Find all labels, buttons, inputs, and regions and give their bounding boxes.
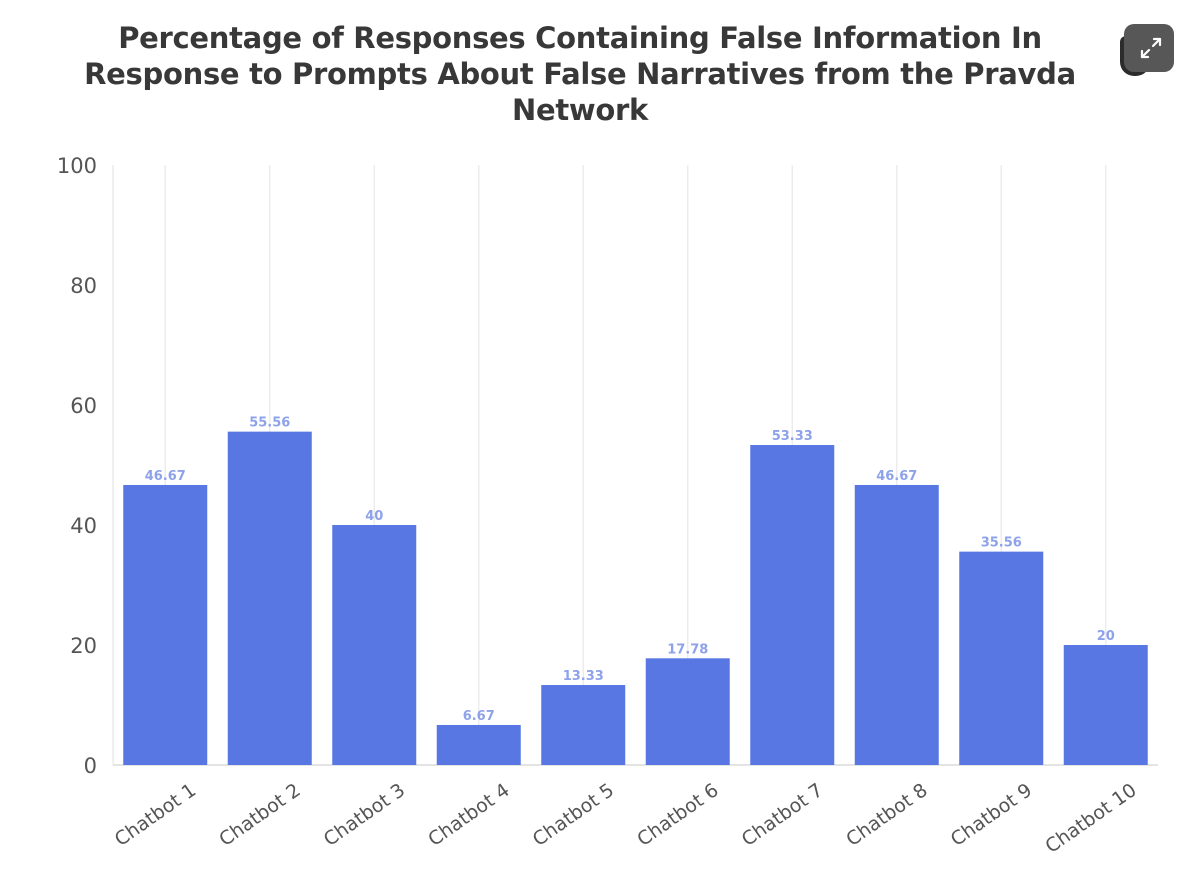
bar <box>854 484 939 765</box>
y-tick-label: 40 <box>70 514 97 538</box>
bar <box>436 724 521 765</box>
expand-button[interactable] <box>1120 22 1176 80</box>
data-labels: 46.67 55.56 40 6.67 13.33 17.78 53.33 46.67 35.5… <box>145 416 1115 724</box>
data-label: 46.67 <box>876 469 917 484</box>
y-axis-ticks: 0 20 40 60 80 100 <box>57 154 97 778</box>
bar <box>1063 645 1148 765</box>
x-axis-ticks: Chatbot 1 Chatbot 2 Chatbot 3 Chatbot 4 Chat… <box>111 779 1141 858</box>
data-label: 20 <box>1097 629 1115 644</box>
x-tick-label: Chatbot 5 <box>529 779 618 851</box>
bar <box>750 445 835 765</box>
bar <box>541 685 626 765</box>
expand-arrows-icon <box>1140 37 1162 59</box>
bar <box>227 431 312 765</box>
bar <box>332 525 417 765</box>
chart-title-line-2: Response to Prompts About False Narrativ… <box>84 57 1076 91</box>
data-label: 35.56 <box>981 536 1022 551</box>
data-label: 46.67 <box>145 469 186 484</box>
x-tick-label: Chatbot 2 <box>215 779 304 851</box>
y-tick-label: 60 <box>70 394 97 418</box>
bar <box>123 484 208 765</box>
x-tick-label: Chatbot 8 <box>842 779 931 851</box>
data-label: 13.33 <box>563 669 604 684</box>
bar <box>645 658 730 765</box>
x-tick-label: Chatbot 4 <box>424 779 513 851</box>
data-label: 53.33 <box>772 429 813 444</box>
x-tick-label: Chatbot 1 <box>111 779 200 851</box>
chart-title-line-3: Network <box>511 93 648 127</box>
bar <box>959 551 1044 765</box>
y-tick-label: 80 <box>70 274 97 298</box>
data-label: 17.78 <box>667 642 708 657</box>
x-tick-label: Chatbot 9 <box>947 779 1036 851</box>
data-label: 40 <box>365 509 383 524</box>
x-tick-label: Chatbot 10 <box>1041 779 1140 858</box>
x-tick-label: Chatbot 7 <box>738 779 827 851</box>
data-label: 55.56 <box>249 416 290 431</box>
chart-title-line-1: Percentage of Responses Containing False… <box>118 21 1042 55</box>
chart-title: Percentage of Responses Containing False… <box>80 20 1080 128</box>
y-tick-label: 20 <box>70 634 97 658</box>
x-tick-label: Chatbot 6 <box>633 779 722 851</box>
y-tick-label: 0 <box>84 754 97 778</box>
y-tick-label: 100 <box>57 154 97 178</box>
expand-button-face <box>1124 24 1174 72</box>
data-label: 6.67 <box>463 709 495 724</box>
bars <box>123 431 1148 765</box>
x-tick-label: Chatbot 3 <box>320 779 409 851</box>
